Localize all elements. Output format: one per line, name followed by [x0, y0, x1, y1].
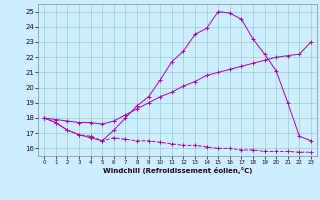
X-axis label: Windchill (Refroidissement éolien,°C): Windchill (Refroidissement éolien,°C) — [103, 167, 252, 174]
